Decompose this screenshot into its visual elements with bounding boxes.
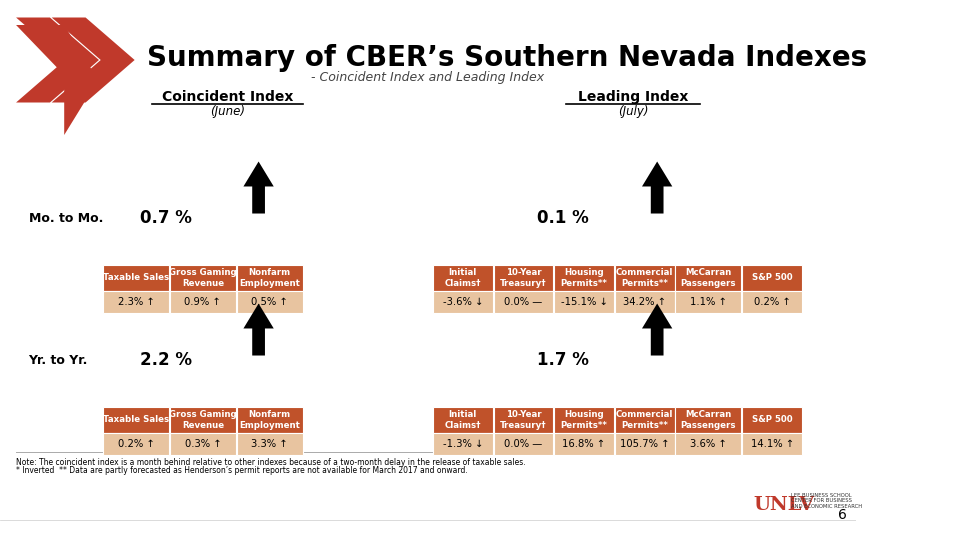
Text: 3.6% ↑: 3.6% ↑ bbox=[690, 439, 727, 449]
Polygon shape bbox=[16, 17, 99, 103]
Bar bbox=[493, 433, 553, 455]
Bar bbox=[433, 407, 492, 433]
Text: 34.2% ↑: 34.2% ↑ bbox=[623, 297, 666, 307]
Text: 2.2 %: 2.2 % bbox=[140, 351, 192, 369]
Text: * Inverted  ** Data are partly forecasted as Henderson’s permit reports are not : * Inverted ** Data are partly forecasted… bbox=[16, 466, 468, 475]
Text: Taxable Sales: Taxable Sales bbox=[103, 415, 169, 424]
Polygon shape bbox=[244, 161, 274, 213]
Bar bbox=[237, 407, 302, 433]
Polygon shape bbox=[244, 303, 274, 355]
Text: S&P 500: S&P 500 bbox=[752, 415, 793, 424]
Text: 105.7% ↑: 105.7% ↑ bbox=[620, 439, 669, 449]
Text: Nonfarm
Employment: Nonfarm Employment bbox=[239, 410, 300, 430]
Bar bbox=[676, 265, 741, 291]
Text: Note: The coincident index is a month behind relative to other indexes because o: Note: The coincident index is a month be… bbox=[16, 458, 526, 467]
Bar bbox=[170, 265, 236, 291]
Bar bbox=[676, 291, 741, 313]
Bar bbox=[103, 291, 169, 313]
Polygon shape bbox=[16, 25, 98, 135]
Text: Taxable Sales: Taxable Sales bbox=[103, 273, 169, 282]
Text: 0.9% ↑: 0.9% ↑ bbox=[184, 297, 221, 307]
Bar bbox=[103, 407, 169, 433]
Text: Commercial
Permits**: Commercial Permits** bbox=[616, 268, 673, 288]
Bar bbox=[433, 433, 492, 455]
Text: Commercial
Permits**: Commercial Permits** bbox=[616, 410, 673, 430]
Text: 10-Year
Treasury†: 10-Year Treasury† bbox=[500, 410, 547, 430]
Bar bbox=[237, 291, 302, 313]
Text: 1.7 %: 1.7 % bbox=[537, 351, 588, 369]
Text: 0.0% —: 0.0% — bbox=[504, 439, 542, 449]
Bar bbox=[742, 433, 802, 455]
Bar bbox=[433, 291, 492, 313]
Text: 0.3% ↑: 0.3% ↑ bbox=[184, 439, 221, 449]
Bar bbox=[742, 291, 802, 313]
Text: Nonfarm
Employment: Nonfarm Employment bbox=[239, 268, 300, 288]
Text: 14.1% ↑: 14.1% ↑ bbox=[751, 439, 794, 449]
Bar bbox=[103, 265, 169, 291]
Polygon shape bbox=[52, 17, 134, 103]
Text: 2.3% ↑: 2.3% ↑ bbox=[118, 297, 155, 307]
Bar bbox=[614, 291, 675, 313]
Bar bbox=[103, 433, 169, 455]
Bar bbox=[742, 265, 802, 291]
Text: Gross Gaming
Revenue: Gross Gaming Revenue bbox=[169, 410, 237, 430]
Text: Leading Index: Leading Index bbox=[578, 90, 688, 104]
Text: (July): (July) bbox=[618, 105, 648, 118]
Text: Housing
Permits**: Housing Permits** bbox=[561, 410, 608, 430]
Bar bbox=[237, 265, 302, 291]
Text: Coincident Index: Coincident Index bbox=[161, 90, 293, 104]
Text: Initial
Claims†: Initial Claims† bbox=[444, 268, 481, 288]
Text: (June): (June) bbox=[210, 105, 245, 118]
Bar bbox=[614, 433, 675, 455]
Text: UNLV: UNLV bbox=[754, 496, 815, 514]
Bar bbox=[554, 407, 613, 433]
Bar bbox=[170, 433, 236, 455]
Text: McCarran
Passengers: McCarran Passengers bbox=[681, 410, 736, 430]
Bar bbox=[170, 407, 236, 433]
Text: Mo. to Mo.: Mo. to Mo. bbox=[29, 212, 103, 225]
Bar bbox=[742, 407, 802, 433]
Text: 3.3% ↑: 3.3% ↑ bbox=[252, 439, 288, 449]
Polygon shape bbox=[642, 161, 672, 213]
Bar bbox=[614, 265, 675, 291]
Text: - Coincident Index and Leading Index: - Coincident Index and Leading Index bbox=[311, 71, 544, 84]
Text: 0.0% —: 0.0% — bbox=[504, 297, 542, 307]
Text: Summary of CBER’s Southern Nevada Indexes: Summary of CBER’s Southern Nevada Indexe… bbox=[147, 44, 867, 72]
Text: McCarran
Passengers: McCarran Passengers bbox=[681, 268, 736, 288]
Bar bbox=[170, 291, 236, 313]
Text: Initial
Claims†: Initial Claims† bbox=[444, 410, 481, 430]
Text: 0.1 %: 0.1 % bbox=[537, 209, 588, 227]
Text: 0.2% ↑: 0.2% ↑ bbox=[754, 297, 790, 307]
Bar bbox=[237, 433, 302, 455]
Bar bbox=[493, 265, 553, 291]
Text: Yr. to Yr.: Yr. to Yr. bbox=[29, 354, 88, 367]
Text: 10-Year
Treasury†: 10-Year Treasury† bbox=[500, 268, 547, 288]
Bar bbox=[614, 407, 675, 433]
Text: S&P 500: S&P 500 bbox=[752, 273, 793, 282]
Bar bbox=[676, 407, 741, 433]
Bar bbox=[554, 433, 613, 455]
Bar bbox=[676, 433, 741, 455]
Text: -1.3% ↓: -1.3% ↓ bbox=[443, 439, 483, 449]
Bar bbox=[493, 291, 553, 313]
Bar bbox=[554, 291, 613, 313]
Text: 0.2% ↑: 0.2% ↑ bbox=[118, 439, 155, 449]
Text: Gross Gaming
Revenue: Gross Gaming Revenue bbox=[169, 268, 237, 288]
Text: 1.1% ↑: 1.1% ↑ bbox=[690, 297, 727, 307]
Bar bbox=[433, 265, 492, 291]
Polygon shape bbox=[642, 303, 672, 355]
Bar bbox=[493, 407, 553, 433]
Text: 0.5% ↑: 0.5% ↑ bbox=[252, 297, 288, 307]
Text: 6: 6 bbox=[838, 508, 847, 522]
Text: LEE BUSINESS SCHOOL
CENTER FOR BUSINESS
AND ECONOMIC RESEARCH: LEE BUSINESS SCHOOL CENTER FOR BUSINESS … bbox=[791, 492, 862, 509]
Text: Housing
Permits**: Housing Permits** bbox=[561, 268, 608, 288]
Text: 16.8% ↑: 16.8% ↑ bbox=[563, 439, 606, 449]
Bar bbox=[554, 265, 613, 291]
Text: -3.6% ↓: -3.6% ↓ bbox=[443, 297, 483, 307]
Text: 0.7 %: 0.7 % bbox=[140, 209, 192, 227]
Text: -15.1% ↓: -15.1% ↓ bbox=[561, 297, 608, 307]
